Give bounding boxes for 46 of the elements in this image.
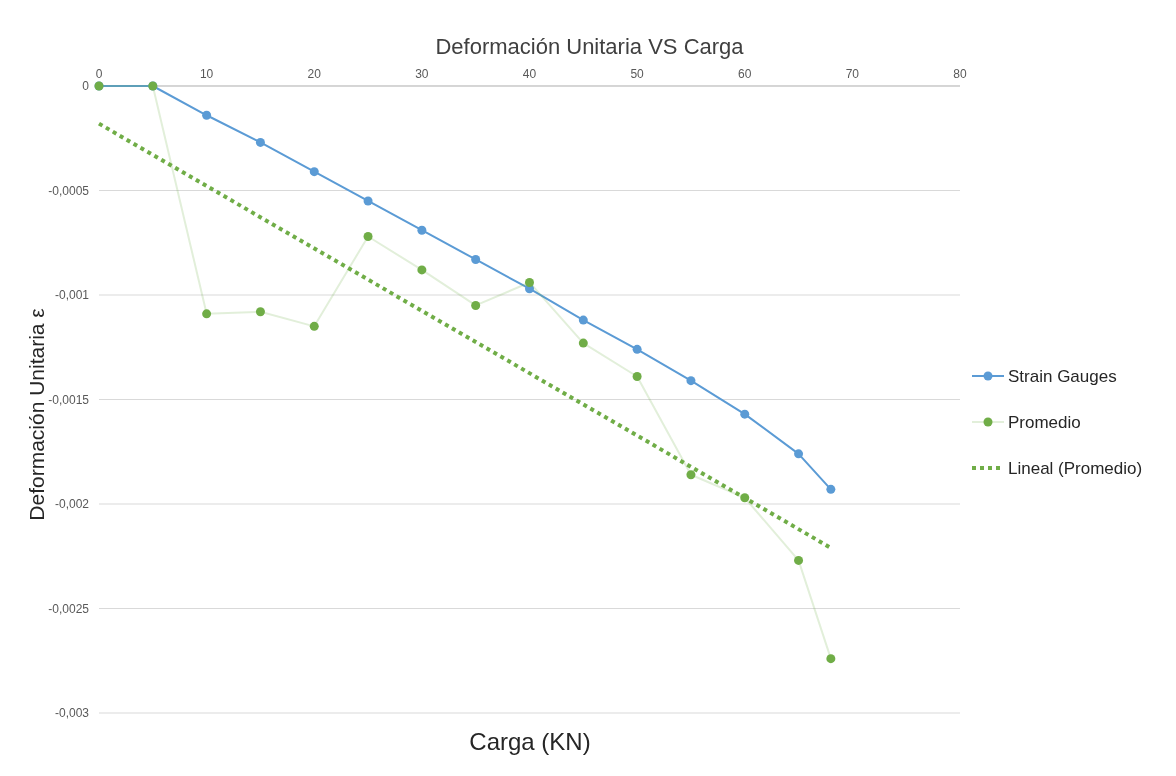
point (255, 307, 265, 317)
point (202, 309, 212, 319)
x-tick-label: 0 (95, 67, 103, 81)
x-axis-title: Carga (KN) (469, 728, 591, 755)
point (578, 338, 588, 348)
chart-title: Deformación Unitaria VS Carga (435, 34, 745, 59)
point (632, 344, 642, 354)
point (417, 265, 427, 275)
point (363, 196, 373, 206)
y-tick-label: -0,0025 (48, 601, 90, 616)
point (578, 315, 588, 325)
y-axis-title: Deformación Unitaria ε (25, 308, 48, 521)
point (794, 555, 804, 565)
x-tick-label: 50 (630, 67, 645, 81)
point (417, 225, 427, 235)
point (471, 254, 481, 264)
point (826, 484, 836, 494)
legend-label: Lineal (Promedio) (1008, 459, 1143, 478)
y-tick-label: 0 (82, 79, 90, 93)
y-tick-label: -0,002 (54, 497, 90, 511)
point (202, 110, 212, 120)
x-tick-label: 80 (953, 67, 967, 81)
x-tick-label: 30 (415, 67, 429, 81)
point (686, 376, 696, 386)
y-tick-label: -0,0015 (48, 392, 90, 407)
y-tick-label: -0,0005 (48, 183, 90, 198)
point (363, 231, 373, 241)
point (686, 470, 696, 480)
legend-label: Strain Gauges (1008, 367, 1117, 386)
y-tick-label: -0,003 (54, 706, 90, 720)
point (309, 321, 319, 331)
point (471, 300, 481, 310)
x-tick-label: 10 (199, 67, 214, 81)
point (794, 449, 804, 459)
x-tick-label: 70 (845, 67, 860, 81)
point (525, 277, 534, 287)
x-tick-label: 40 (522, 67, 537, 81)
point (826, 654, 836, 664)
legend-label: Promedio (1008, 413, 1081, 432)
x-tick-label: 20 (307, 67, 322, 81)
point (740, 409, 750, 419)
x-tick-label: 60 (738, 67, 752, 81)
point (255, 137, 265, 147)
point (632, 372, 642, 382)
y-tick-label: -0,001 (54, 288, 90, 302)
point (309, 167, 319, 177)
